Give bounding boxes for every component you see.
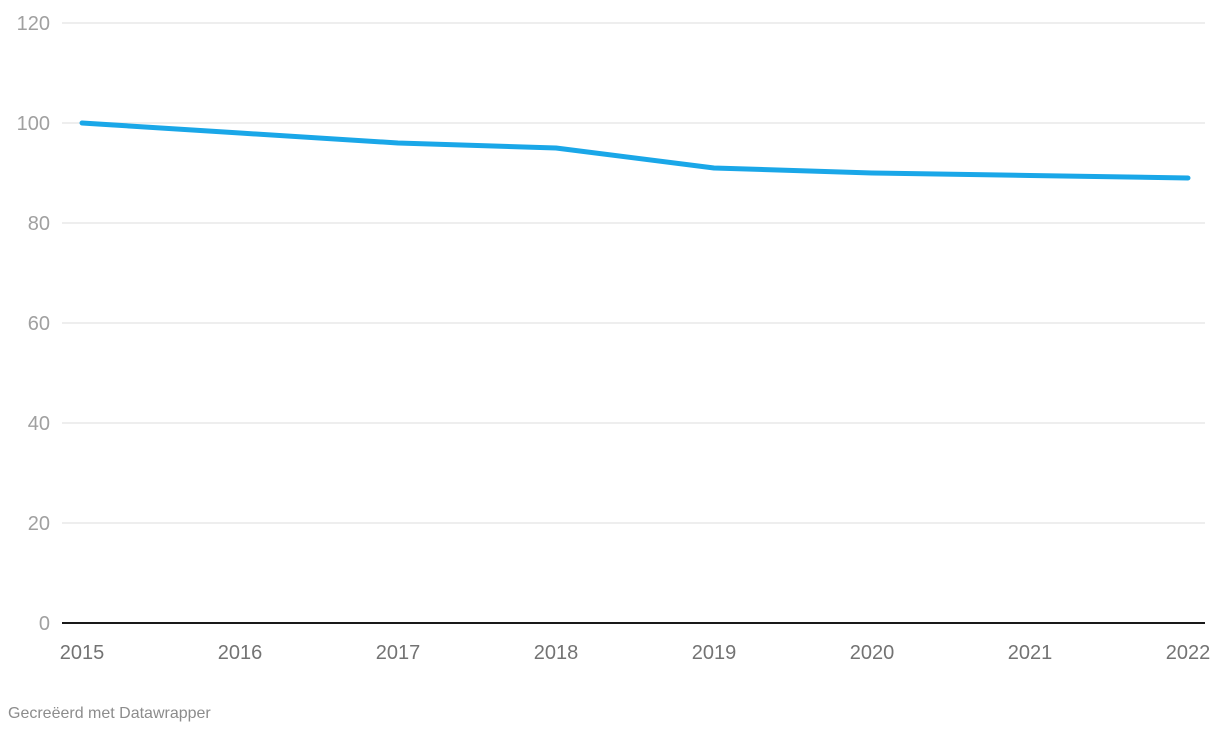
y-tick-label: 100	[17, 113, 50, 135]
y-tick-label: 120	[17, 13, 50, 35]
line-chart-canvas: 0 20 40 60 80 100 120 2015 2016 2017 2018 2019 2020 2…	[17, 13, 1211, 664]
x-tick-label: 2020	[850, 642, 895, 664]
y-tick-label: 80	[28, 213, 50, 235]
x-tick-label: 2015	[60, 642, 105, 664]
y-tick-label: 60	[28, 313, 50, 335]
y-tick-label: 40	[28, 413, 50, 435]
chart-footer: Gecreëerd met Datawrapper	[8, 705, 211, 723]
x-tick-label: 2021	[1008, 642, 1053, 664]
data-line	[79, 120, 1191, 181]
x-tick-label: 2016	[218, 642, 263, 664]
datawrapper-attribution-link[interactable]: Gecreëerd met Datawrapper	[8, 705, 211, 722]
x-tick-label: 2018	[534, 642, 579, 664]
x-tick-label: 2019	[692, 642, 737, 664]
y-tick-label: 0	[39, 613, 50, 635]
x-tick-label: 2022	[1166, 642, 1211, 664]
y-tick-label: 20	[28, 513, 50, 535]
x-tick-label: 2017	[376, 642, 421, 664]
